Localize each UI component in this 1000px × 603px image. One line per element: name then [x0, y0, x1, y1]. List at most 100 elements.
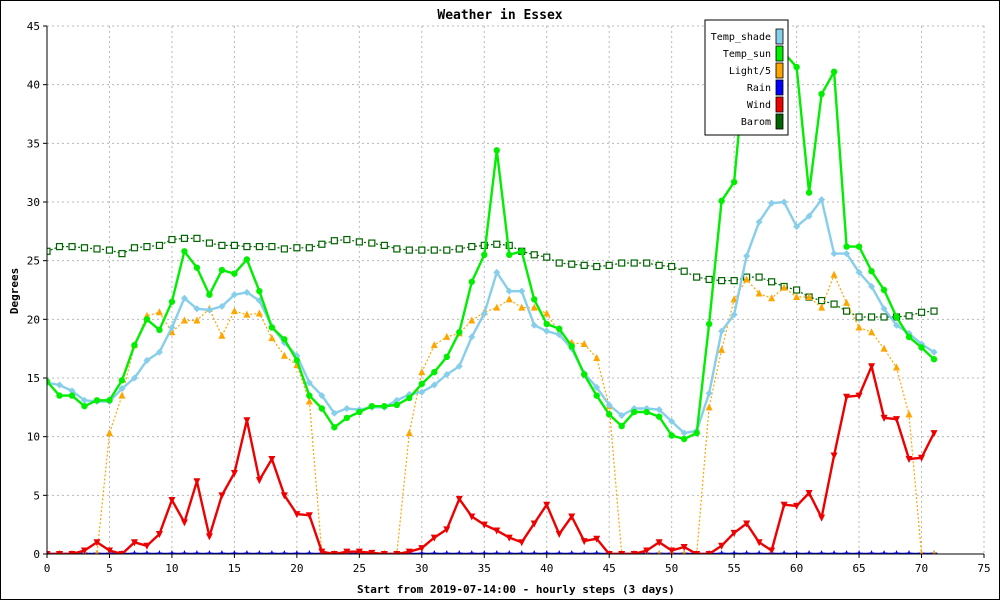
data-point-rain: [505, 550, 514, 554]
data-point-barom: [443, 246, 451, 254]
data-point-rain: [243, 550, 251, 554]
data-point-wind: [80, 547, 88, 554]
series-layer: [47, 26, 938, 554]
data-point-temp-shade: [430, 381, 438, 389]
data-point-rain: [530, 550, 538, 554]
data-point-temp-sun: [493, 147, 500, 154]
data-point-temp-shade: [68, 387, 76, 395]
data-point-wind: [47, 551, 51, 554]
data-point-light-5: [493, 303, 501, 311]
data-point-temp-sun: [855, 243, 863, 250]
data-point-light-5: [155, 308, 163, 316]
data-point-wind: [680, 543, 688, 551]
data-point-temp-sun: [156, 326, 163, 334]
data-point-temp-shade: [843, 250, 851, 258]
data-point-temp-shade: [193, 305, 201, 313]
data-point-light-5: [443, 332, 451, 340]
data-point-wind: [668, 547, 676, 554]
data-point-wind: [755, 539, 763, 547]
data-point-temp-sun: [805, 189, 813, 196]
data-point-light-5: [505, 295, 513, 303]
data-point-wind: [493, 527, 501, 535]
data-point-temp-sun: [306, 392, 313, 399]
data-point-temp-shade: [530, 321, 538, 329]
data-point-wind: [105, 547, 113, 554]
data-point-light-5: [218, 331, 226, 339]
data-point-light-5: [593, 354, 601, 362]
data-point-rain: [268, 550, 276, 554]
data-point-barom: [193, 234, 201, 242]
data-point-light-5: [768, 294, 776, 302]
data-point-barom: [605, 261, 613, 269]
data-point-wind: [518, 539, 526, 547]
data-point-temp-shade: [780, 198, 788, 206]
data-point-temp-shade: [443, 370, 451, 378]
data-point-wind: [905, 455, 913, 463]
legend-swatch: [775, 79, 784, 96]
data-point-wind: [455, 495, 463, 503]
data-point-temp-sun: [843, 243, 850, 250]
data-point-rain: [867, 550, 876, 554]
data-point-temp-shade: [855, 268, 863, 276]
data-point-wind: [655, 539, 663, 547]
y-tick-label: 5: [33, 489, 40, 502]
data-point-barom: [268, 242, 276, 251]
y-tick-label: 40: [27, 79, 40, 92]
data-point-temp-sun: [343, 414, 351, 422]
data-point-wind: [843, 393, 851, 401]
data-point-temp-sun: [830, 68, 838, 75]
data-point-temp-shade: [493, 268, 501, 276]
data-point-temp-sun: [655, 413, 663, 420]
data-point-wind: [505, 534, 513, 542]
data-point-wind: [730, 529, 738, 537]
data-point-wind: [930, 430, 938, 438]
x-tick-label: 55: [728, 562, 741, 575]
data-point-wind: [805, 489, 813, 497]
data-point-barom: [880, 313, 888, 321]
data-point-barom: [330, 237, 338, 245]
data-point-temp-sun: [431, 368, 438, 376]
data-point-barom: [293, 244, 301, 252]
data-point-light-5: [105, 429, 113, 437]
data-point-light-5: [805, 293, 813, 301]
data-point-rain: [130, 550, 139, 554]
data-point-temp-sun: [793, 63, 800, 71]
data-point-temp-sun: [193, 264, 201, 271]
data-point-temp-shade: [55, 381, 63, 389]
data-point-rain: [805, 550, 813, 554]
data-point-temp-sun: [47, 378, 51, 385]
data-point-light-5: [418, 368, 426, 376]
x-tick-label: 35: [478, 562, 491, 575]
data-point-wind: [643, 547, 651, 554]
data-point-barom: [568, 260, 576, 268]
data-point-rain: [193, 550, 201, 554]
data-point-wind: [355, 548, 363, 554]
data-point-temp-shade: [205, 306, 213, 314]
data-point-rain: [880, 550, 888, 554]
x-tick-label: 20: [290, 562, 303, 575]
data-point-barom: [655, 261, 663, 269]
data-point-rain: [305, 550, 314, 554]
data-point-rain: [542, 550, 551, 554]
data-point-barom: [218, 241, 226, 250]
data-point-wind: [543, 501, 551, 509]
data-point-light-5: [919, 550, 924, 554]
data-point-temp-shade: [930, 348, 938, 356]
legend: Temp_shade Temp_sun Light/5 Rain Wind Barom: [704, 19, 789, 136]
y-tick-label: 25: [27, 255, 40, 268]
data-point-temp-shade: [868, 282, 876, 290]
data-point-temp-sun: [643, 408, 650, 416]
data-point-light-5: [718, 345, 726, 353]
data-point-rain: [255, 550, 264, 554]
data-point-wind: [605, 551, 613, 554]
data-point-barom: [405, 246, 413, 254]
data-point-light-5: [682, 550, 687, 554]
data-point-wind: [718, 542, 726, 550]
data-point-temp-sun: [443, 353, 450, 361]
data-point-temp-sun: [206, 291, 213, 298]
data-point-light-5: [932, 550, 937, 554]
data-point-barom: [55, 242, 64, 251]
data-point-light-5: [280, 351, 288, 359]
data-point-wind: [818, 514, 826, 522]
data-point-rain: [817, 550, 826, 554]
